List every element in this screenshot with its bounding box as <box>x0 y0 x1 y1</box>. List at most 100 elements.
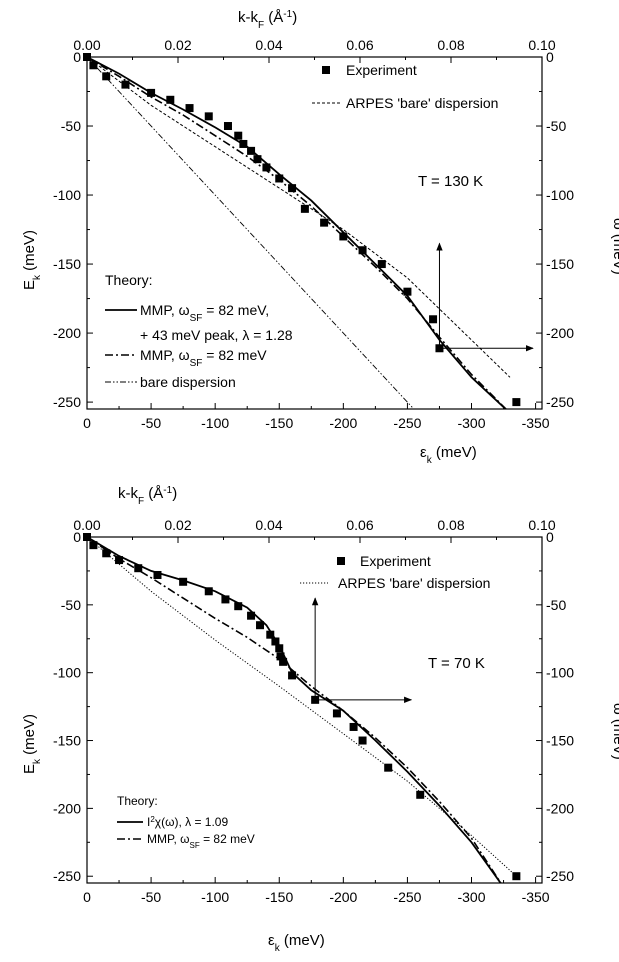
experiment-point <box>102 72 111 81</box>
x-bottom-axis-label: εk (meV) <box>268 932 325 954</box>
experiment-point <box>262 163 271 172</box>
experiment-point <box>512 872 521 881</box>
experiment-point <box>279 657 288 666</box>
experiment-point <box>204 587 213 596</box>
experiment-point <box>403 287 412 296</box>
experiment-point <box>276 652 285 661</box>
x-top-tick-label: 0.06 <box>346 517 373 533</box>
experiment-point <box>223 122 232 131</box>
y-left-tick-label: -250 <box>53 868 81 884</box>
x-bottom-tick-label: -250 <box>393 889 421 905</box>
x-top-tick-label: 0.02 <box>164 37 191 53</box>
experiment-point <box>349 722 358 731</box>
legend-experiment-label: Experiment <box>360 553 431 569</box>
experiment-point <box>300 204 309 213</box>
experiment-point <box>512 398 521 407</box>
experiment-point <box>134 564 143 573</box>
x-bottom-tick-label: -200 <box>329 415 357 431</box>
panel-2: T = 70 K k-kF (Å-1) εk (meV) Ek (meV) ω … <box>21 485 619 954</box>
y-right-tick-label: 0 <box>546 529 554 545</box>
series-line-dash <box>87 57 511 378</box>
experiment-point <box>115 556 124 565</box>
experiment-point <box>266 630 275 639</box>
experiment-point <box>288 671 297 680</box>
y-right-tick-label: 0 <box>546 49 554 65</box>
x-top-tick-label: 0.02 <box>164 517 191 533</box>
series-line-solid <box>87 57 507 409</box>
y-left-axis-label: Ek (meV) <box>21 230 43 290</box>
legend-dashdot-label: MMP, ωSF = 82 meV <box>140 347 267 369</box>
x-top-tick-label: 0.08 <box>437 517 464 533</box>
experiment-point <box>253 155 262 164</box>
y-left-tick-label: -200 <box>53 800 81 816</box>
x-top-tick-label: 0.10 <box>528 517 555 533</box>
y-right-tick-label: -200 <box>546 325 574 341</box>
y-right-axis-label: ω (meV) <box>610 703 619 760</box>
x-top-tick-label: 0.04 <box>255 517 282 533</box>
x-top-tick-label: 0.00 <box>73 37 100 53</box>
x-bottom-tick-label: -50 <box>141 889 161 905</box>
experiment-point <box>256 621 265 630</box>
experiment-point <box>166 95 175 104</box>
experiment-point <box>89 61 98 70</box>
x-top-tick-label: 0.04 <box>255 37 282 53</box>
series-line-solid <box>87 537 502 883</box>
x-bottom-tick-label: -300 <box>457 889 485 905</box>
legend-experiment-marker <box>337 557 345 565</box>
annotation-temperature: T = 130 K <box>418 173 483 190</box>
y-left-tick-label: -200 <box>53 325 81 341</box>
legend-dashdotdot-label: bare dispersion <box>140 374 236 390</box>
legend-experiment-marker <box>322 66 330 74</box>
experiment-point <box>185 104 194 113</box>
x-bottom-tick-label: -350 <box>522 415 550 431</box>
experiment-point <box>153 570 162 579</box>
panel-1: T = 130 K k-kF (Å-1) εk (meV) Ek (meV) ω… <box>21 9 619 466</box>
legend-theory: Theory: I2χ(ω), λ = 1.09 MMP, ωSF = 82 m… <box>117 794 255 850</box>
legend-theory: Theory: MMP, ωSF = 82 meV, + 43 meV peak… <box>105 272 293 390</box>
x-bottom-tick-label: -300 <box>457 415 485 431</box>
legend-solid-label: MMP, ωSF = 82 meV, <box>140 302 269 324</box>
legend-arpes-label: ARPES 'bare' dispersion <box>338 575 490 591</box>
series-line-dashdotdot <box>87 57 415 409</box>
experiment-point <box>204 112 213 121</box>
experiment-point <box>429 315 438 324</box>
experiment-point <box>320 218 329 227</box>
x-bottom-axis-label: εk (meV) <box>420 444 477 466</box>
experiment-point <box>275 174 284 183</box>
y-right-tick-label: -250 <box>546 868 574 884</box>
y-left-tick-label: -150 <box>53 256 81 272</box>
y-right-tick-label: -200 <box>546 800 574 816</box>
x-bottom-tick-label: -350 <box>522 889 550 905</box>
y-left-tick-label: 0 <box>73 49 81 65</box>
legend-theory-title: Theory: <box>105 272 152 288</box>
y-left-tick-label: -50 <box>61 118 81 134</box>
y-right-tick-label: -100 <box>546 665 574 681</box>
x-top-axis-label: k-kF (Å-1) <box>238 9 297 31</box>
y-right-tick-label: -250 <box>546 394 574 410</box>
x-bottom-tick-label: -150 <box>265 415 293 431</box>
x-top-axis-label: k-kF (Å-1) <box>118 485 177 507</box>
y-right-axis-label: ω (meV) <box>610 218 619 275</box>
y-left-tick-label: -100 <box>53 665 81 681</box>
series-line-dashdot <box>87 57 508 409</box>
legend-arpes-label: ARPES 'bare' dispersion <box>346 95 498 111</box>
legend-experiment-label: Experiment <box>346 62 417 78</box>
legend-solid-label-cont: + 43 meV peak, λ = 1.28 <box>140 327 293 343</box>
legend-solid-label: I2χ(ω), λ = 1.09 <box>147 815 228 830</box>
y-left-tick-label: -150 <box>53 733 81 749</box>
legend-top: Experiment ARPES 'bare' dispersion <box>300 553 490 591</box>
experiment-point <box>384 763 393 772</box>
x-top-tick-label: 0.10 <box>528 37 555 53</box>
legend-top: Experiment ARPES 'bare' dispersion <box>312 62 498 111</box>
x-top-tick-label: 0.00 <box>73 517 100 533</box>
experiment-point <box>332 709 341 718</box>
experiment-point <box>247 611 256 620</box>
x-bottom-tick-label: 0 <box>83 415 91 431</box>
y-right-tick-label: -150 <box>546 256 574 272</box>
y-left-tick-label: 0 <box>73 529 81 545</box>
experiment-point <box>271 637 280 646</box>
y-left-tick-label: -250 <box>53 394 81 410</box>
y-right-tick-label: -100 <box>546 187 574 203</box>
experiment-point <box>234 602 243 611</box>
